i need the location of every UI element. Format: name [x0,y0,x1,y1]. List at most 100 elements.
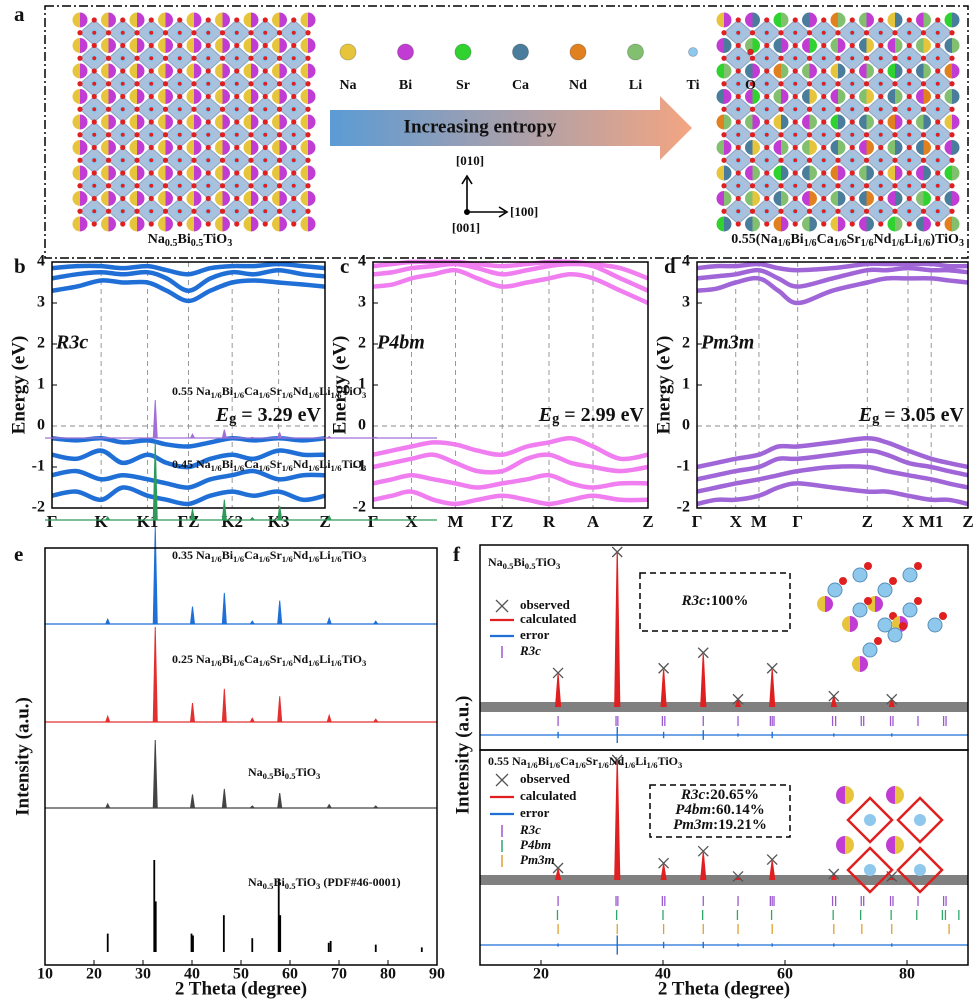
o-atom [92,107,97,112]
o-atom [177,170,183,176]
a-site-atom [215,165,223,181]
a-site-atom [745,89,753,104]
a-site-atom [243,165,251,181]
o-atom [764,144,770,151]
o-atom [850,132,855,137]
o-atom [778,55,784,61]
phase-name: R3c [680,787,706,803]
o-atom [234,144,240,151]
diffraction-peak [326,435,332,439]
o-atom [120,209,125,214]
inset-atom [889,577,897,585]
text-run: Ca [817,232,834,247]
y-axis-title: Intensity (a.u.) [452,696,473,815]
o-atom [92,158,97,163]
a-site-atom [101,114,109,130]
subscript: 1/6 [331,554,343,564]
a-site-atom [129,38,137,53]
o-atom [764,119,770,125]
a-site-atom [859,89,867,104]
inset-octahedron [896,846,944,894]
o-atom [263,30,268,35]
a-site-atom [80,140,88,155]
o-atom [120,158,125,163]
panel-label: a [14,2,25,26]
band [696,481,969,507]
o-atom [892,183,898,189]
text-run: Nd [293,652,309,666]
a-site-atom [866,140,875,155]
a-site-atom [752,12,760,28]
o-atom [291,17,297,23]
o-atom [863,106,870,112]
o-atom [276,106,283,112]
o-atom [263,107,268,112]
o-atom [120,17,126,23]
o-atom [792,17,798,23]
o-atom [177,68,183,74]
o-atom [906,93,912,100]
pattern-label: Na0.5Bi0.5TiO3 [248,765,321,781]
a-site-atom [137,216,145,232]
subscript: 3 [316,771,321,781]
o-atom [148,17,154,23]
a-site-atom [752,165,760,181]
o-atom [850,56,855,61]
text-run: Bi [222,384,234,398]
a-site-atom [916,165,924,181]
o-atom [234,17,240,23]
a-site-atom [165,140,173,155]
o-atom [906,170,912,176]
band [51,278,326,304]
a-site-atom [859,140,867,155]
a-site-atom [845,786,854,804]
a-site-atom [80,63,88,79]
a-site-atom [101,63,109,79]
o-atom [148,42,154,49]
a-site-atom [944,89,952,104]
a-site-atom [895,786,904,804]
a-site-atom [887,38,895,53]
subplot-title: 0.55 Na1/6Bi1/6Ca1/6Sr1/6Nd1/6Li1/6TiO3 [488,754,683,770]
o-atom [793,81,798,86]
plot-frame [479,544,969,751]
a-site-atom [243,191,251,206]
a-site-atom [887,89,895,104]
o-atom [91,119,97,125]
entropy-arrow [330,96,692,160]
o-atom [291,119,297,125]
a-site-atom [852,656,860,672]
o-atom [935,144,941,151]
o-atom [276,157,283,163]
o-atom [305,132,311,138]
subscript: 1/6 [282,658,294,668]
a-site-atom [80,114,88,130]
o-atom [735,68,741,74]
o-atom [120,144,126,151]
a-site-atom [108,114,116,130]
a-site-atom [802,216,810,232]
o-atom [878,221,884,227]
x-tick-label: 30 [135,966,151,983]
a-site-atom [215,114,223,130]
o-atom [105,81,112,87]
o-atom [849,221,855,227]
o-atom [793,132,798,137]
panel-label: c [340,254,349,278]
a-site-atom [944,38,953,53]
o-atom [764,56,769,61]
a-site-atom [80,165,88,181]
o-atom [276,30,283,36]
subscript: 0.5 [191,238,204,249]
a-site-atom [72,140,80,155]
text-run: 0.25 Na [172,652,211,666]
a-site-atom [165,63,173,79]
o-atom [821,209,826,214]
phase-box [639,572,791,632]
text-run: Ca [244,457,259,471]
o-atom [806,183,813,189]
o-atom [949,30,955,36]
o-atom [120,221,126,227]
a-site-atom [300,216,308,232]
o-atom [935,68,941,74]
